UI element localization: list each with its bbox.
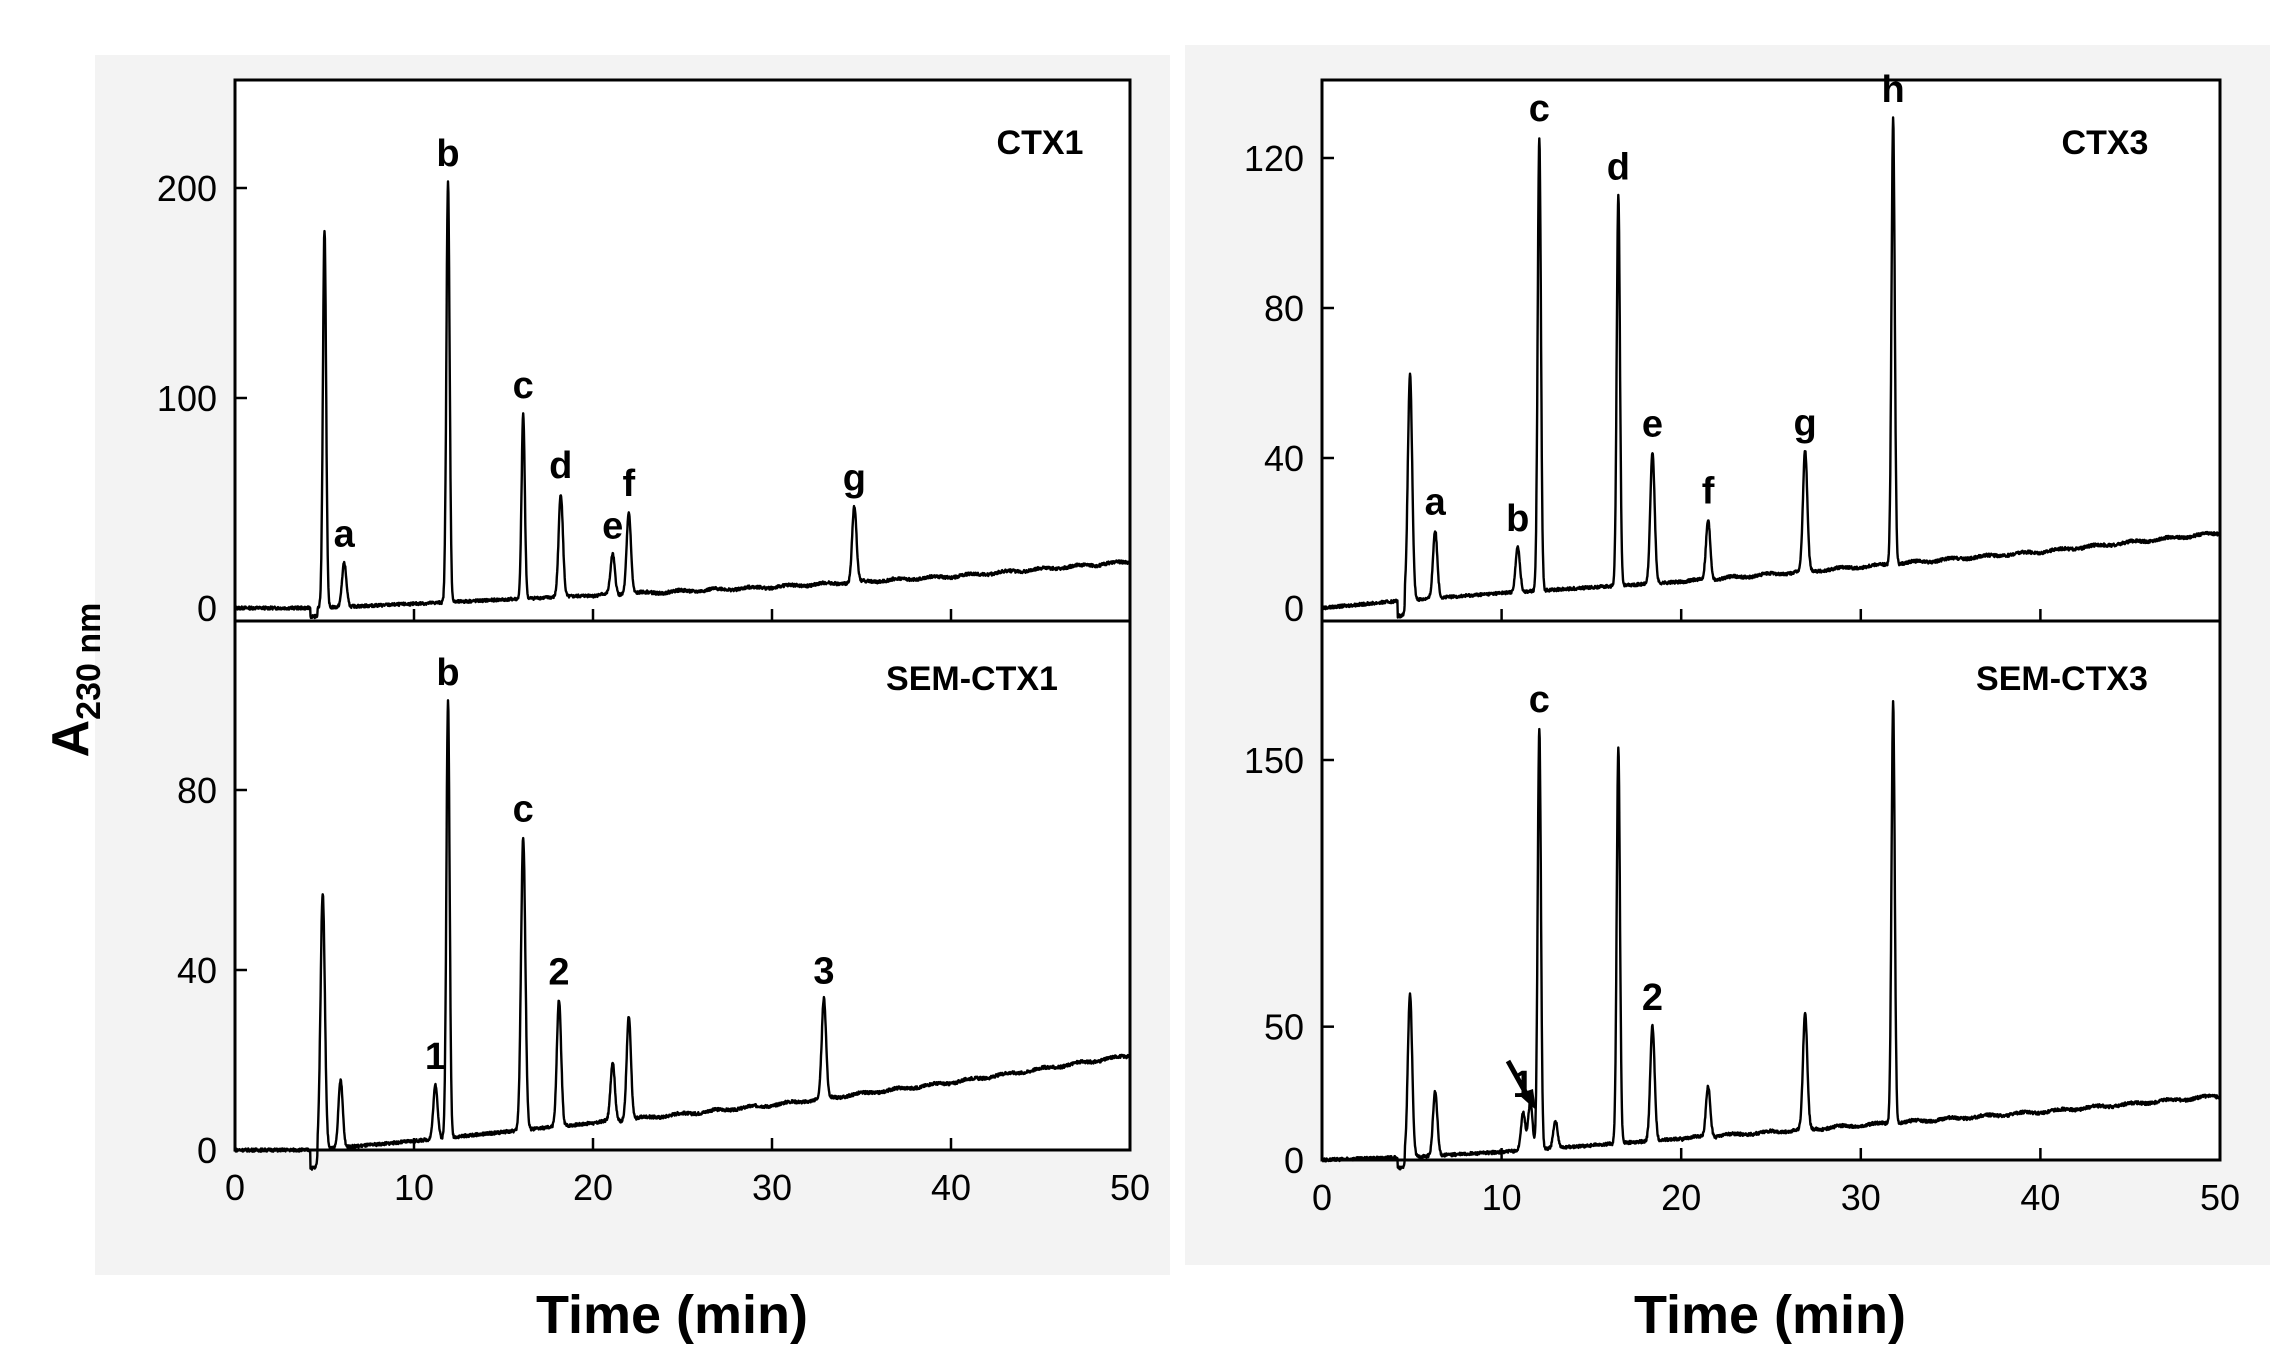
y-tick-label: 120 bbox=[1244, 138, 1304, 179]
series-line bbox=[1320, 116, 2221, 619]
y-tick-label: 40 bbox=[177, 950, 217, 991]
panel-title: SEM-CTX1 bbox=[886, 660, 1058, 698]
title-box bbox=[965, 100, 1115, 182]
x-tick-label: 40 bbox=[931, 1167, 971, 1208]
x-tick-label: 30 bbox=[1841, 1177, 1881, 1218]
left-plot-frame bbox=[233, 78, 1132, 1152]
y-tick-label: 80 bbox=[177, 770, 217, 811]
peak-label: b bbox=[436, 652, 459, 694]
y-tick-label: 0 bbox=[1284, 588, 1304, 629]
peak-1-arrow bbox=[1505, 1059, 1536, 1110]
peak-label: f bbox=[1702, 471, 1715, 513]
x-axis-label-left: Time (min) bbox=[536, 1285, 808, 1345]
peak-label: 2 bbox=[548, 951, 569, 993]
y-tick-label: 0 bbox=[1284, 1140, 1304, 1181]
panel-sem-ctx3: SEM-CTX3 050150010203040501c2 bbox=[1244, 643, 2240, 1218]
x-tick-label: 20 bbox=[573, 1167, 613, 1208]
panel-title: SEM-CTX3 bbox=[1976, 660, 2148, 698]
y-axis-label: A230 nm bbox=[42, 603, 108, 758]
peak-label: h bbox=[1882, 69, 1905, 111]
peak-label: b bbox=[436, 133, 459, 175]
panel-ctx3: CTX3 0 40 80 120 a b c d ef g h bbox=[1244, 69, 2222, 629]
x-tick-label: 40 bbox=[2020, 1177, 2060, 1218]
peak-label: b bbox=[1506, 498, 1529, 540]
y-tick-label: 100 bbox=[157, 378, 217, 419]
peak-label: e bbox=[1642, 403, 1663, 445]
y-tick-label: 150 bbox=[1244, 740, 1304, 781]
y-tick-label: 200 bbox=[157, 168, 217, 209]
x-tick-label: 50 bbox=[1110, 1167, 1150, 1208]
peak-label: g bbox=[843, 458, 866, 500]
series-line bbox=[234, 180, 1132, 620]
panel-title: CTX3 bbox=[2062, 124, 2149, 162]
peak-label: 1 bbox=[425, 1036, 446, 1078]
peak-label: 3 bbox=[813, 950, 834, 992]
peak-label: a bbox=[334, 514, 356, 556]
y-tick-label: 40 bbox=[1264, 438, 1304, 479]
series-line bbox=[1320, 700, 2221, 1171]
x-tick-label: 50 bbox=[2200, 1177, 2240, 1218]
y-tick-label: 0 bbox=[197, 588, 217, 629]
y-tick-label: 0 bbox=[197, 1130, 217, 1171]
x-tick-label: 30 bbox=[752, 1167, 792, 1208]
x-axis-label-right: Time (min) bbox=[1634, 1285, 1906, 1345]
panel-sem-ctx1: SEM-CTX1 0 40 80 0 10 20 30 40 50 1 b c 2 3 bbox=[177, 643, 1150, 1208]
panel-title: CTX1 bbox=[997, 124, 1084, 162]
peak-label: c bbox=[1529, 679, 1550, 721]
peak-label: c bbox=[513, 365, 534, 407]
peak-label: f bbox=[622, 463, 635, 505]
y-tick-label: 80 bbox=[1264, 288, 1304, 329]
x-tick-label: 10 bbox=[394, 1167, 434, 1208]
left-plot-area bbox=[235, 80, 1130, 1150]
peak-label: c bbox=[1529, 88, 1550, 130]
title-box bbox=[825, 643, 1120, 713]
x-tick-label: 0 bbox=[1312, 1177, 1332, 1218]
y-tick-label: 50 bbox=[1264, 1007, 1304, 1048]
series-line bbox=[234, 699, 1132, 1171]
peak-label: 2 bbox=[1642, 977, 1663, 1019]
x-tick-label: 10 bbox=[1482, 1177, 1522, 1218]
peak-label: d bbox=[549, 445, 572, 487]
x-tick-label: 20 bbox=[1661, 1177, 1701, 1218]
peak-label: d bbox=[1607, 147, 1630, 189]
peak-label: a bbox=[1425, 482, 1447, 524]
x-tick-label: 0 bbox=[225, 1167, 245, 1208]
title-box bbox=[1925, 643, 2200, 713]
peak-label: c bbox=[513, 789, 534, 831]
peak-label: e bbox=[602, 506, 623, 548]
title-box bbox=[2030, 100, 2180, 182]
peak-label: g bbox=[1794, 402, 1817, 444]
